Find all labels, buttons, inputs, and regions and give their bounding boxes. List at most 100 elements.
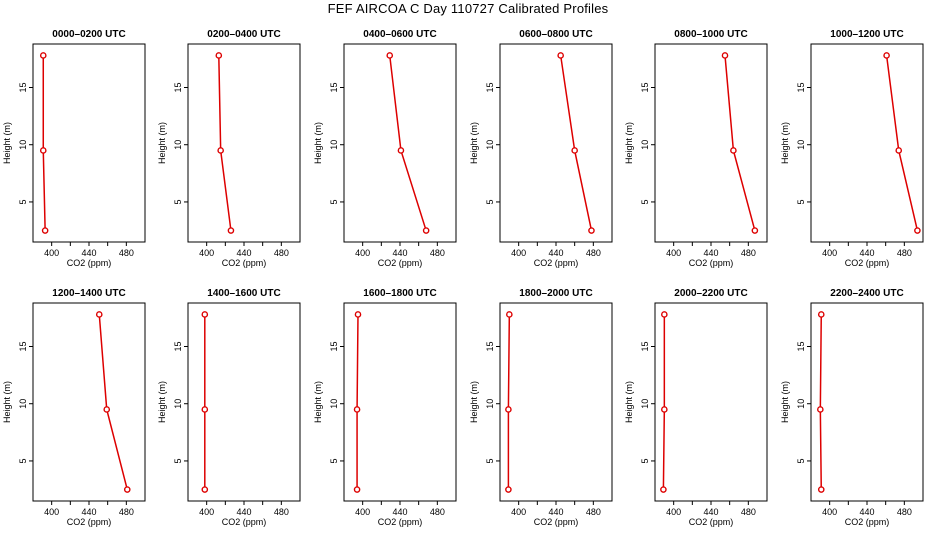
- y-tick-label: 15: [485, 341, 495, 351]
- y-tick-label: 10: [485, 140, 495, 150]
- x-tick-label: 480: [119, 507, 134, 517]
- profile-point: [354, 311, 362, 318]
- y-tick-label: 10: [173, 140, 183, 150]
- panel-title: 0800–1000 UTC: [674, 29, 747, 40]
- y-axis-label: Height (m): [469, 122, 479, 164]
- profile-line: [559, 55, 593, 231]
- plot-frame: [810, 302, 924, 502]
- x-tick-label: 400: [44, 507, 59, 517]
- x-tick-label: 400: [199, 248, 214, 258]
- x-tick-label: 440: [236, 248, 251, 258]
- profile-point: [883, 52, 890, 59]
- y-axis-label: Height (m): [313, 122, 323, 164]
- x-axis-label: CO2 (ppm): [222, 258, 267, 268]
- y-axis-label: Height (m): [780, 122, 790, 164]
- x-axis-label: CO2 (ppm): [67, 517, 112, 527]
- profile-point: [817, 311, 825, 318]
- profile-point: [215, 52, 223, 59]
- y-tick-label: 10: [640, 140, 650, 150]
- profile-line: [724, 55, 756, 231]
- plot-frame: [499, 302, 613, 502]
- page-title: FEF AIRCOA C Day 110727 Calibrated Profi…: [327, 1, 609, 16]
- y-axis-label: Height (m): [2, 122, 12, 164]
- x-tick-label: 400: [822, 248, 837, 258]
- profile-point: [397, 147, 405, 154]
- profile-point: [386, 52, 394, 59]
- profile-line: [218, 55, 232, 231]
- x-tick-label: 480: [897, 507, 912, 517]
- profile-point: [505, 486, 512, 493]
- profile-point: [506, 311, 513, 318]
- profile-point: [817, 406, 824, 413]
- y-tick-label: 5: [640, 199, 650, 204]
- y-tick-label: 10: [329, 140, 339, 150]
- panel-title: 1000–1200 UTC: [830, 29, 903, 40]
- y-tick-label: 10: [796, 399, 806, 409]
- profile-line: [507, 314, 511, 490]
- profile-point: [39, 52, 47, 59]
- profile-point: [95, 311, 103, 318]
- profile-point: [914, 227, 921, 234]
- x-tick-label: 400: [355, 248, 370, 258]
- x-tick-label: 440: [859, 248, 874, 258]
- x-tick-label: 400: [199, 507, 214, 517]
- x-tick-label: 480: [274, 248, 289, 258]
- y-tick-label: 15: [173, 82, 183, 92]
- y-tick-label: 15: [329, 341, 339, 351]
- y-tick-label: 15: [485, 82, 495, 92]
- plot-frame: [187, 43, 301, 243]
- profile-point: [201, 486, 209, 493]
- x-tick-label: 400: [355, 507, 370, 517]
- y-tick-label: 5: [485, 199, 495, 204]
- y-tick-label: 5: [173, 199, 183, 204]
- x-tick-label: 400: [822, 507, 837, 517]
- profile-point: [123, 486, 131, 493]
- panel-title: 0400–0600 UTC: [363, 29, 436, 40]
- y-tick-label: 5: [329, 199, 339, 204]
- profile-point: [661, 311, 668, 318]
- x-tick-label: 480: [741, 507, 756, 517]
- y-axis-label: Height (m): [2, 381, 12, 423]
- x-axis-label: CO2 (ppm): [534, 517, 579, 527]
- x-tick-label: 440: [703, 248, 718, 258]
- plot-frame: [654, 302, 768, 502]
- x-tick-label: 440: [392, 507, 407, 517]
- y-tick-label: 10: [640, 399, 650, 409]
- profile-point: [227, 227, 235, 234]
- panel-title: 2200–2400 UTC: [830, 288, 903, 299]
- x-tick-label: 400: [511, 248, 526, 258]
- x-axis-label: CO2 (ppm): [67, 258, 112, 268]
- panel-title: 0600–0800 UTC: [519, 29, 592, 40]
- y-tick-label: 5: [796, 458, 806, 463]
- profile-point: [353, 486, 361, 493]
- profile-point: [103, 406, 111, 413]
- profile-line: [819, 314, 823, 490]
- profile-point: [895, 147, 903, 154]
- y-tick-label: 5: [18, 458, 28, 463]
- profile-line: [356, 314, 359, 490]
- panel-title: 1400–1600 UTC: [207, 288, 280, 299]
- y-axis-label: Height (m): [624, 122, 634, 164]
- profile-line: [388, 55, 427, 231]
- x-tick-label: 440: [703, 507, 718, 517]
- profile-point: [751, 227, 759, 234]
- y-axis-label: Height (m): [624, 381, 634, 423]
- y-tick-label: 15: [329, 82, 339, 92]
- y-axis-label: Height (m): [313, 381, 323, 423]
- plot-frame: [32, 302, 146, 502]
- x-tick-label: 440: [392, 248, 407, 258]
- profile-point: [353, 406, 361, 413]
- profile-point: [730, 147, 737, 154]
- profile-point: [817, 486, 825, 493]
- profile-point: [588, 227, 595, 234]
- profile-point: [39, 147, 47, 154]
- x-tick-label: 400: [666, 248, 681, 258]
- x-tick-label: 440: [81, 507, 96, 517]
- x-axis-label: CO2 (ppm): [378, 258, 423, 268]
- x-axis-label: CO2 (ppm): [222, 517, 267, 527]
- x-axis-label: CO2 (ppm): [845, 517, 890, 527]
- profile-line: [885, 55, 919, 231]
- panel-title: 1200–1400 UTC: [52, 288, 125, 299]
- profile-point: [201, 311, 209, 318]
- y-tick-label: 15: [18, 341, 28, 351]
